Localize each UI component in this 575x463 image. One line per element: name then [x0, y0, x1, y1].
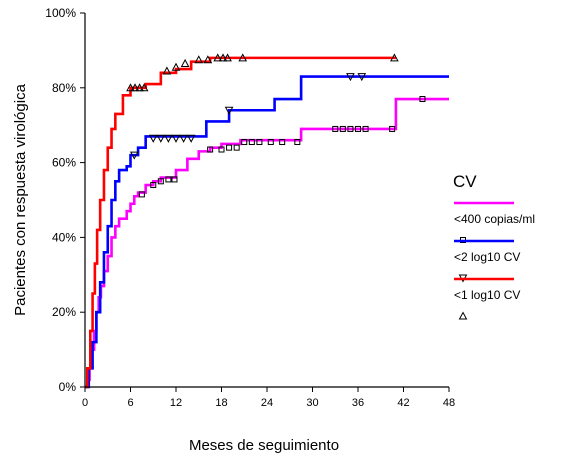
censor-mark	[241, 139, 248, 146]
censor-mark	[223, 53, 232, 62]
x-tick-label: 48	[443, 397, 455, 409]
censor-mark	[186, 134, 196, 143]
legend-label: <400 copias/ml	[454, 212, 535, 226]
censor-mark	[171, 176, 178, 183]
censor-mark	[248, 139, 255, 146]
x-tick-label: 36	[352, 397, 364, 409]
axes: 0% 20% 40% 60% 80% 100% 0 6 12 18 24 30 36 42 48	[45, 6, 455, 409]
legend-entry-1: <400 copias/ml	[454, 201, 535, 243]
censor-mark	[332, 125, 339, 132]
censor-mark	[218, 53, 228, 62]
censor-mark	[138, 191, 145, 198]
censor-mark	[203, 55, 213, 64]
series-1	[85, 96, 449, 389]
legend-entry-2: <2 log10 CV	[454, 239, 520, 283]
censor-mark	[156, 134, 166, 143]
censor-mark	[179, 134, 188, 143]
censor-mark	[165, 176, 172, 183]
censor-mark	[157, 178, 164, 185]
censor-mark	[226, 144, 233, 151]
legend-label: <1 log10 CV	[454, 288, 520, 302]
x-axis-label: Meses de seguimiento	[189, 437, 339, 454]
censor-mark	[390, 53, 399, 62]
censor-mark	[218, 146, 225, 153]
censor-mark	[171, 134, 181, 143]
censor-mark	[162, 66, 172, 75]
censor-mark	[389, 125, 396, 132]
censor-mark	[357, 73, 367, 82]
x-tick-label: 0	[82, 397, 88, 409]
y-tick-label: 60%	[52, 156, 76, 170]
censor-mark	[224, 106, 234, 115]
censor-mark	[135, 83, 144, 92]
censor-mark	[213, 53, 223, 62]
censor-mark	[148, 134, 158, 143]
series-line	[85, 56, 396, 389]
legend: CV <400 copias/ml <2 log10 CV <1 log10 CV	[453, 172, 535, 320]
censor-mark	[139, 83, 149, 92]
series-2	[85, 73, 449, 389]
series-line	[85, 75, 449, 389]
censor-mark	[355, 125, 361, 132]
censor-mark	[238, 53, 248, 62]
censor-mark	[129, 151, 139, 160]
censor-mark	[194, 55, 204, 64]
censor-mark	[267, 139, 274, 146]
series-3	[85, 53, 399, 389]
legend-title: CV	[453, 172, 477, 191]
censor-mark	[130, 83, 140, 92]
censor-mark	[279, 139, 286, 146]
y-tick-label: 40%	[52, 230, 76, 244]
x-tick-label: 30	[306, 397, 318, 409]
x-tick-label: 6	[127, 397, 133, 409]
censor-mark	[419, 96, 426, 103]
censor-mark	[126, 83, 135, 92]
censor-mark	[180, 58, 190, 67]
series-line	[85, 97, 449, 389]
y-tick-label: 0%	[59, 380, 77, 394]
censor-mark	[164, 134, 173, 143]
censor-mark	[233, 144, 240, 151]
x-tick-label: 42	[397, 397, 409, 409]
y-axis-label: Pacientes con respuesta virológica	[12, 83, 29, 315]
censor-mark	[256, 139, 263, 146]
x-tick-label: 12	[170, 397, 182, 409]
legend-label: <2 log10 CV	[454, 250, 520, 264]
x-tick-label: 24	[261, 397, 273, 409]
censor-mark	[362, 125, 369, 132]
censor-mark	[339, 125, 346, 132]
y-tick-label: 80%	[52, 81, 76, 95]
plot-area	[85, 53, 449, 389]
censor-mark	[347, 125, 354, 132]
censor-mark	[207, 146, 214, 153]
censor-mark	[294, 139, 301, 146]
censor-mark	[150, 182, 157, 189]
legend-censor-mark	[458, 311, 468, 320]
censor-mark	[346, 73, 355, 82]
y-tick-label: 100%	[45, 6, 76, 20]
censor-mark	[171, 62, 181, 71]
legend-entry-3: <1 log10 CV	[454, 277, 520, 320]
y-tick-label: 20%	[52, 305, 76, 319]
x-tick-label: 18	[215, 397, 227, 409]
